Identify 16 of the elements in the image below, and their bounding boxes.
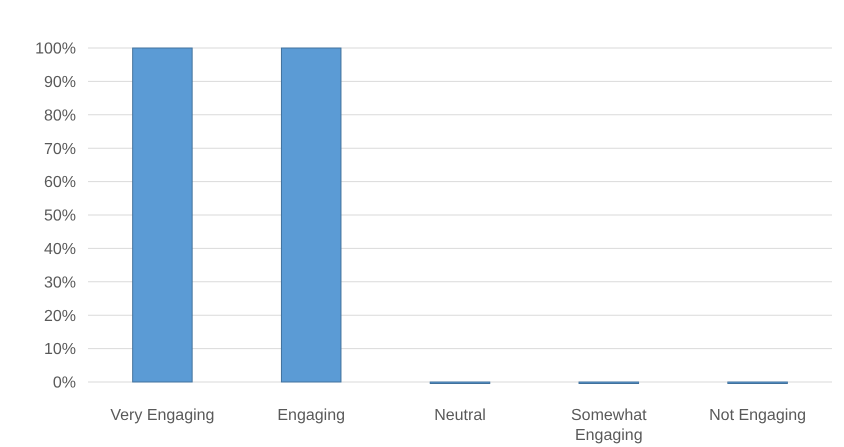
x-tick-label: Neutral [434,407,486,424]
y-tick-label: 50% [44,208,76,225]
x-tick-label: Somewhat Engaging [571,407,648,444]
y-tick-label: 70% [44,140,76,158]
y-tick-label: 20% [44,308,76,325]
x-tick-label: Very Engaging [110,407,214,424]
x-tick-label: Not Engaging [709,407,806,424]
x-tick-label: Engaging [277,407,346,424]
y-tick-label: 30% [44,274,76,292]
y-tick-label: 100% [35,40,76,58]
y-tick-label: 10% [44,341,76,358]
y-tick-label: 40% [44,241,76,258]
y-tick-label: 0% [52,374,76,392]
y-tick-label: 90% [44,74,76,91]
y-tick-label: 80% [44,107,76,124]
y-tick-label: 60% [44,174,76,192]
